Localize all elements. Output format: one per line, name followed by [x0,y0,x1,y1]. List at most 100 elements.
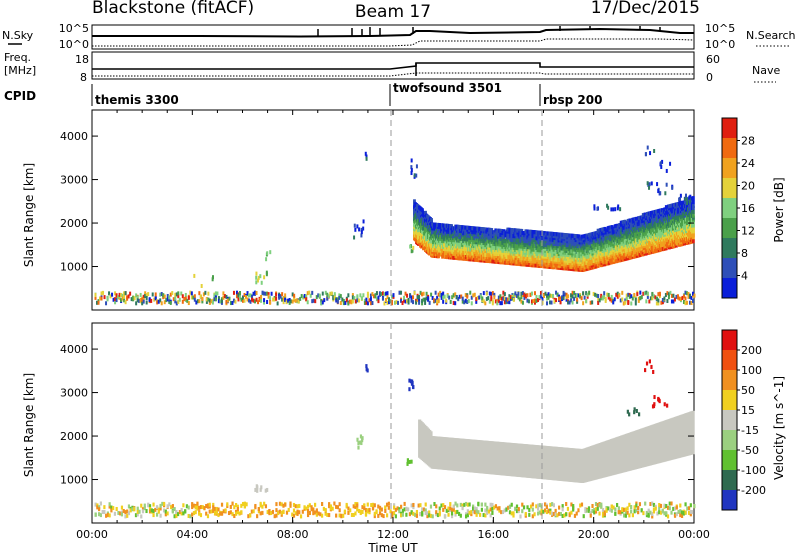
power-cell [281,292,284,297]
power-cell [252,298,255,303]
power-cell [464,293,467,298]
power-cell [484,227,488,232]
power-cell [509,295,512,300]
power-cell [397,300,400,305]
power-cell [299,296,302,301]
power-cell [129,291,132,296]
power-cell [445,298,448,303]
power-cell [384,297,387,302]
power-cell [571,290,574,295]
power-cell [634,216,638,221]
power-cell [407,300,410,305]
power-cell [605,228,609,233]
power-cell [543,231,547,236]
power-cell [425,291,428,296]
power-cell [297,299,300,304]
power-cell [628,218,632,223]
power-cell [517,295,520,300]
power-cell [257,300,260,305]
power-cell [177,299,180,304]
power-cell [485,291,488,296]
power-cell [503,296,506,301]
power-cell [201,299,204,304]
power-cell [482,299,485,304]
power-cell [248,293,251,298]
power-cell [211,300,214,305]
power-cell [517,291,520,296]
power-cell [406,293,409,298]
power-cell [284,293,287,298]
power-cell [263,291,266,296]
power-cell [181,299,184,304]
power-cell [454,292,457,297]
power-cell [448,295,451,300]
power-cell [220,299,223,304]
power-cell [365,300,368,305]
power-cell [567,294,570,299]
power-cell [430,218,433,222]
power-cell [243,298,246,303]
power-cell [603,226,607,231]
noise-right-tick-bottom: 10^0 [705,38,735,51]
power-cell [102,290,105,295]
power-cell [362,293,365,298]
power-cell [512,297,515,302]
power-cell [454,301,457,306]
freq-left-tick-top: 18 [75,53,89,66]
power-cell [303,293,306,298]
power-cell [305,294,308,299]
power-cell [661,243,665,248]
power-cell [327,294,330,299]
power-cell [311,290,314,295]
power-cell [585,291,588,296]
power-cell [521,300,524,305]
power-cell [138,298,141,303]
power-cell [114,297,117,302]
power-cell [478,295,481,300]
power-cell [434,298,437,303]
power-cell [302,295,305,300]
power-cell [202,292,205,297]
power-cell [438,223,441,228]
power-cell [145,300,148,305]
power-cell [470,301,473,306]
power-cell [494,299,497,304]
power-cell [494,228,498,233]
power-cell [440,295,443,300]
power-cell [147,292,150,297]
power-cell [199,294,202,299]
power-cell [576,299,579,304]
power-cell [100,291,103,296]
noise-left-tick-top: 10^5 [59,22,89,35]
power-cell [458,294,461,299]
power-cell [556,292,559,297]
noise-panel: N.Sky 10^5 10^0 10^5 10^0 N.Search [2,22,796,51]
power-cell [520,299,523,304]
power-cell [368,298,371,303]
power-cell [141,297,144,302]
power-axes-frame [91,109,695,311]
power-cell [381,291,384,296]
power-cell [378,291,381,296]
power-cell [508,227,512,232]
power-cell [565,297,568,302]
power-cell [400,298,403,303]
power-cell [380,291,383,296]
power-cell [509,249,513,254]
noise-right-tick-top: 10^5 [705,22,735,35]
power-cell [427,296,430,301]
power-cell [691,239,695,244]
power-cell [375,297,378,302]
power-cell [406,298,409,303]
power-cell [479,294,482,299]
power-cell [520,291,523,296]
power-cell [580,296,583,301]
power-cell [539,294,542,299]
power-cell [464,298,467,303]
power-cell [225,299,228,304]
power-cell [275,292,278,297]
power-cell [606,232,610,236]
power-cell [237,297,240,302]
power-cell [457,296,460,301]
